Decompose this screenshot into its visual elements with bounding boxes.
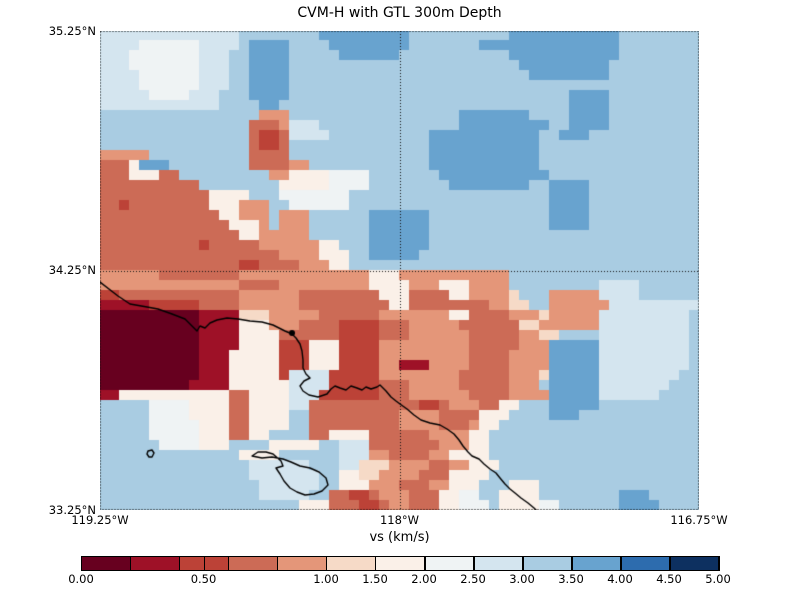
colorbar-segment: [375, 557, 425, 570]
colorbar-tick: [571, 556, 572, 571]
colorbar-tick: [424, 556, 425, 571]
colorbar-tick-label: 5.00: [705, 572, 731, 586]
colorbar-segment: [228, 557, 278, 570]
colorbar-segment: [82, 557, 131, 570]
colorbar-tick-label: 3.50: [558, 572, 584, 586]
colorbar-tick: [326, 556, 327, 571]
colorbar-segment: [277, 557, 327, 570]
plot-title: CVM-H with GTL 300m Depth: [297, 5, 502, 21]
colorbar-segment: [473, 557, 523, 570]
colorbar-tick: [375, 556, 376, 571]
colorbar-tick: [669, 556, 670, 571]
colorbar-segment: [326, 557, 376, 570]
map-canvas: [100, 31, 699, 510]
colorbar-tick-label: 2.00: [411, 572, 437, 586]
colorbar-segment: [424, 557, 474, 570]
y-axis-tick-label: 35.25°N: [48, 23, 96, 38]
colorbar-label: vs (km/s): [369, 530, 430, 545]
colorbar-tick-label: 0.50: [190, 572, 217, 586]
y-axis-tick-label: 34.25°N: [48, 263, 96, 277]
colorbar-tick-label: 1.50: [362, 572, 388, 586]
colorbar-tick-label: 4.00: [607, 572, 633, 586]
colorbar-tick: [81, 556, 82, 571]
colorbar-tick-label: 2.50: [460, 572, 486, 586]
x-axis-tick-label: 118°W: [379, 513, 420, 527]
colorbar-tick-label: 4.50: [656, 572, 682, 586]
colorbar: [81, 556, 720, 571]
colorbar-tick-label: 0.00: [68, 572, 94, 586]
colorbar-segment: [130, 557, 180, 570]
colorbar-tick-label: 3.00: [509, 572, 535, 586]
colorbar-tick: [522, 556, 523, 571]
colorbar-segment: [571, 557, 621, 570]
colorbar-segment: [669, 557, 720, 570]
colorbar-tick: [203, 556, 205, 571]
colorbar-tick: [473, 556, 474, 571]
colorbar-tick-label: 1.00: [313, 572, 339, 586]
colorbar-segment: [620, 557, 670, 570]
x-axis-tick-label: 119.25°W: [71, 513, 129, 527]
x-axis-tick-label: 116.75°W: [670, 513, 728, 527]
colorbar-tick: [620, 556, 621, 571]
colorbar-segment: [522, 557, 572, 570]
y-axis-tick-label: 33.25°N: [48, 502, 96, 517]
colorbar-tick: [718, 556, 719, 571]
